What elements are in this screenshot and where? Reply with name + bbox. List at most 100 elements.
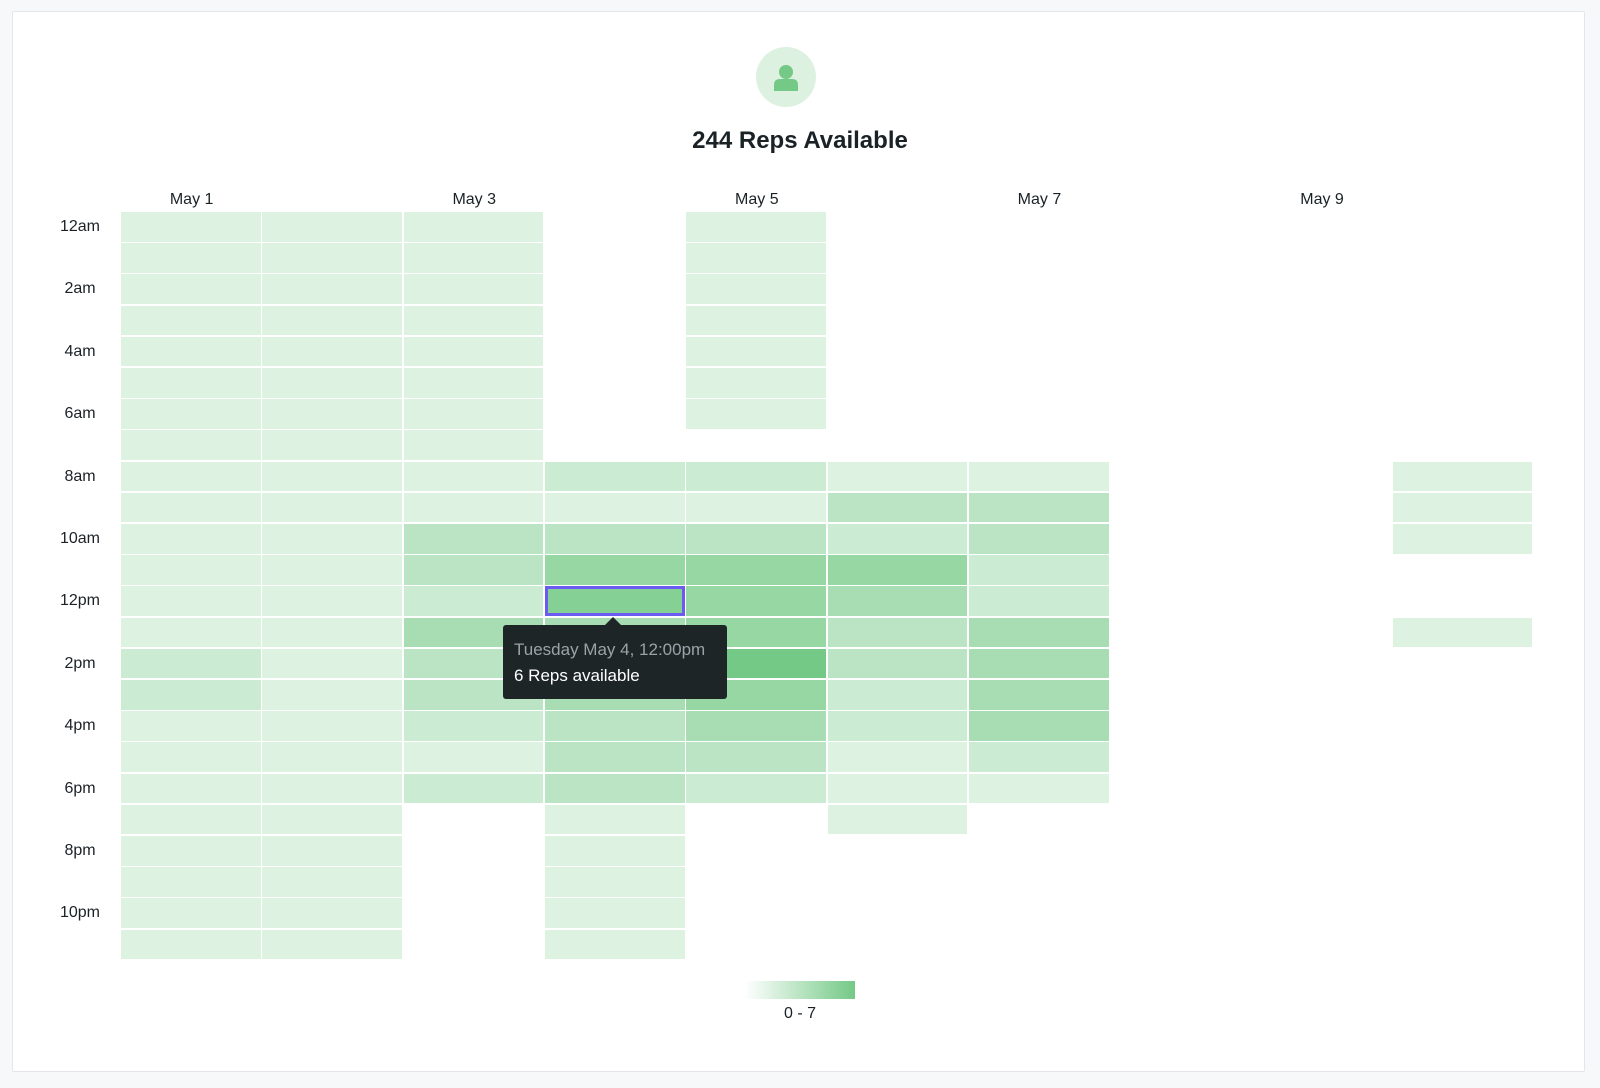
- heatmap-cell[interactable]: [121, 430, 261, 461]
- heatmap-cell[interactable]: [544, 492, 685, 523]
- heatmap-cell[interactable]: [686, 555, 826, 585]
- heatmap-cell[interactable]: [121, 742, 261, 773]
- heatmap-cell[interactable]: [827, 524, 968, 554]
- heatmap-cell[interactable]: [262, 586, 403, 617]
- heatmap-cell[interactable]: [262, 836, 403, 866]
- heatmap-cell[interactable]: [121, 555, 261, 585]
- heatmap-cell[interactable]: [544, 524, 685, 554]
- heatmap-cell[interactable]: [827, 617, 968, 648]
- heatmap-cell[interactable]: [121, 648, 261, 679]
- heatmap-cell[interactable]: [968, 680, 1109, 710]
- heatmap-cell[interactable]: [121, 461, 261, 492]
- heatmap-cell[interactable]: [121, 929, 261, 960]
- heatmap-cell[interactable]: [544, 742, 685, 773]
- heatmap-cell[interactable]: [403, 336, 544, 367]
- heatmap-cell[interactable]: [544, 836, 685, 866]
- heatmap-cell[interactable]: [968, 773, 1109, 804]
- heatmap-cell[interactable]: [968, 524, 1109, 554]
- heatmap-cell[interactable]: [262, 804, 403, 835]
- heatmap-cell[interactable]: [403, 742, 544, 773]
- heatmap-cell[interactable]: [403, 430, 544, 461]
- heatmap-cell[interactable]: [827, 648, 968, 679]
- heatmap-cell[interactable]: [262, 274, 403, 305]
- heatmap-cell[interactable]: [262, 680, 403, 710]
- heatmap-cell[interactable]: [686, 492, 826, 523]
- heatmap-cell[interactable]: [403, 368, 544, 398]
- heatmap-cell[interactable]: [968, 492, 1109, 523]
- heatmap-cell-selected[interactable]: [544, 586, 685, 617]
- heatmap-cell[interactable]: [262, 336, 403, 367]
- heatmap-cell[interactable]: [121, 305, 261, 336]
- heatmap-cell[interactable]: [403, 305, 544, 336]
- heatmap-cell[interactable]: [968, 617, 1109, 648]
- heatmap-cell[interactable]: [686, 305, 826, 336]
- heatmap-cell[interactable]: [686, 336, 826, 367]
- heatmap-cell[interactable]: [544, 461, 685, 492]
- heatmap-cell[interactable]: [121, 711, 261, 741]
- heatmap-cell[interactable]: [968, 586, 1109, 617]
- heatmap-cell[interactable]: [544, 711, 685, 741]
- heatmap-cell[interactable]: [262, 742, 403, 773]
- heatmap-cell[interactable]: [686, 461, 826, 492]
- heatmap-cell[interactable]: [968, 461, 1109, 492]
- heatmap-cell[interactable]: [686, 742, 826, 773]
- heatmap-cell[interactable]: [121, 492, 261, 523]
- heatmap-cell[interactable]: [686, 274, 826, 305]
- heatmap-cell[interactable]: [262, 555, 403, 585]
- heatmap-cell[interactable]: [968, 711, 1109, 741]
- heatmap-cell[interactable]: [262, 212, 403, 242]
- heatmap-cell[interactable]: [686, 368, 826, 398]
- heatmap-cell[interactable]: [262, 617, 403, 648]
- heatmap-cell[interactable]: [262, 524, 403, 554]
- heatmap-cell[interactable]: [1392, 617, 1533, 648]
- heatmap-cell[interactable]: [121, 243, 261, 273]
- heatmap-cell[interactable]: [544, 929, 685, 960]
- heatmap-cell[interactable]: [827, 742, 968, 773]
- heatmap-cell[interactable]: [121, 524, 261, 554]
- heatmap-cell[interactable]: [827, 492, 968, 523]
- heatmap-cell[interactable]: [262, 648, 403, 679]
- heatmap-cell[interactable]: [827, 555, 968, 585]
- heatmap-cell[interactable]: [544, 773, 685, 804]
- heatmap-cell[interactable]: [686, 243, 826, 273]
- heatmap-cell[interactable]: [1392, 461, 1533, 492]
- heatmap-cell[interactable]: [121, 336, 261, 367]
- heatmap-cell[interactable]: [121, 773, 261, 804]
- heatmap-cell[interactable]: [968, 555, 1109, 585]
- heatmap-cell[interactable]: [686, 524, 826, 554]
- heatmap-cell[interactable]: [262, 773, 403, 804]
- heatmap-cell[interactable]: [403, 524, 544, 554]
- heatmap-cell[interactable]: [544, 867, 685, 897]
- heatmap-cell[interactable]: [827, 461, 968, 492]
- heatmap-cell[interactable]: [121, 836, 261, 866]
- heatmap-cell[interactable]: [827, 711, 968, 741]
- heatmap-cell[interactable]: [686, 773, 826, 804]
- heatmap-cell[interactable]: [544, 555, 685, 585]
- heatmap-cell[interactable]: [403, 274, 544, 305]
- heatmap-cell[interactable]: [1392, 524, 1533, 554]
- heatmap-cell[interactable]: [544, 804, 685, 835]
- heatmap-cell[interactable]: [686, 586, 826, 617]
- heatmap-cell[interactable]: [262, 867, 403, 897]
- heatmap-cell[interactable]: [262, 305, 403, 336]
- heatmap-cell[interactable]: [968, 742, 1109, 773]
- heatmap-cell[interactable]: [827, 586, 968, 617]
- heatmap-cell[interactable]: [686, 711, 826, 741]
- heatmap-cell[interactable]: [121, 368, 261, 398]
- heatmap-cell[interactable]: [827, 680, 968, 710]
- heatmap-cell[interactable]: [403, 461, 544, 492]
- heatmap-cell[interactable]: [121, 804, 261, 835]
- heatmap-cell[interactable]: [686, 212, 826, 242]
- heatmap-cell[interactable]: [121, 212, 261, 242]
- heatmap-cell[interactable]: [827, 804, 968, 835]
- heatmap-cell[interactable]: [686, 399, 826, 429]
- heatmap-cell[interactable]: [403, 243, 544, 273]
- heatmap-cell[interactable]: [827, 773, 968, 804]
- heatmap-cell[interactable]: [403, 555, 544, 585]
- heatmap-cell[interactable]: [262, 368, 403, 398]
- heatmap-cell[interactable]: [403, 773, 544, 804]
- heatmap-cell[interactable]: [403, 399, 544, 429]
- heatmap-cell[interactable]: [262, 461, 403, 492]
- heatmap-cell[interactable]: [1392, 492, 1533, 523]
- heatmap-cell[interactable]: [262, 492, 403, 523]
